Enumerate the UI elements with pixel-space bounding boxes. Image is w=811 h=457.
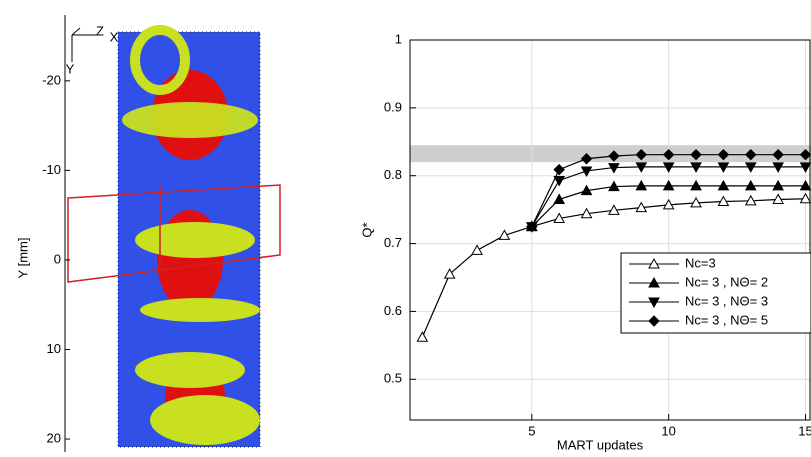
triad-label: X (110, 29, 119, 44)
y-tick-label: 10 (47, 341, 61, 356)
triad-label: Y (66, 61, 75, 76)
legend-label: Nc= 3 , NΘ= 5 (685, 312, 768, 327)
y-tick-label: -10 (42, 162, 61, 177)
y-tick-label: 0 (54, 251, 61, 266)
y-tick-label: 0.5 (384, 371, 402, 386)
iso-surface (140, 298, 260, 322)
iso-surface (150, 395, 260, 445)
x-tick-label: 5 (528, 423, 535, 438)
plot-frame (410, 40, 810, 420)
legend-label: Nc= 3 , NΘ= 2 (685, 274, 768, 289)
marker (417, 332, 427, 341)
y-tick-label: 0.6 (384, 303, 402, 318)
triad-label: Z (96, 23, 104, 38)
y-tick-label: -20 (42, 72, 61, 87)
x-axis-label: MART updates (557, 437, 644, 452)
y-tick-label: 20 (47, 430, 61, 445)
x-tick-label: 10 (661, 423, 675, 438)
legend-label: Nc= 3 , NΘ= 3 (685, 293, 768, 308)
y-tick-label: 1 (395, 31, 402, 46)
figure: -20-1001020Y [mm]ZXY 0.50.60.70.80.91510… (0, 0, 811, 457)
iso-surface (135, 352, 245, 388)
marker (554, 165, 564, 175)
marker (582, 167, 592, 176)
legend-label: Nc=3 (685, 255, 716, 270)
y-tick-label: 0.8 (384, 167, 402, 182)
marker (472, 245, 482, 254)
y-tick-label: 0.9 (384, 99, 402, 114)
y-axis-label: Y [mm] (15, 238, 30, 279)
y-axis-label: Q* (359, 222, 374, 237)
iso-surface (135, 222, 255, 258)
triad-axis (72, 28, 80, 35)
volume-render (68, 28, 280, 447)
x-tick-label: 15 (798, 423, 811, 438)
y-tick-label: 0.7 (384, 235, 402, 250)
iso-surface (122, 102, 258, 138)
